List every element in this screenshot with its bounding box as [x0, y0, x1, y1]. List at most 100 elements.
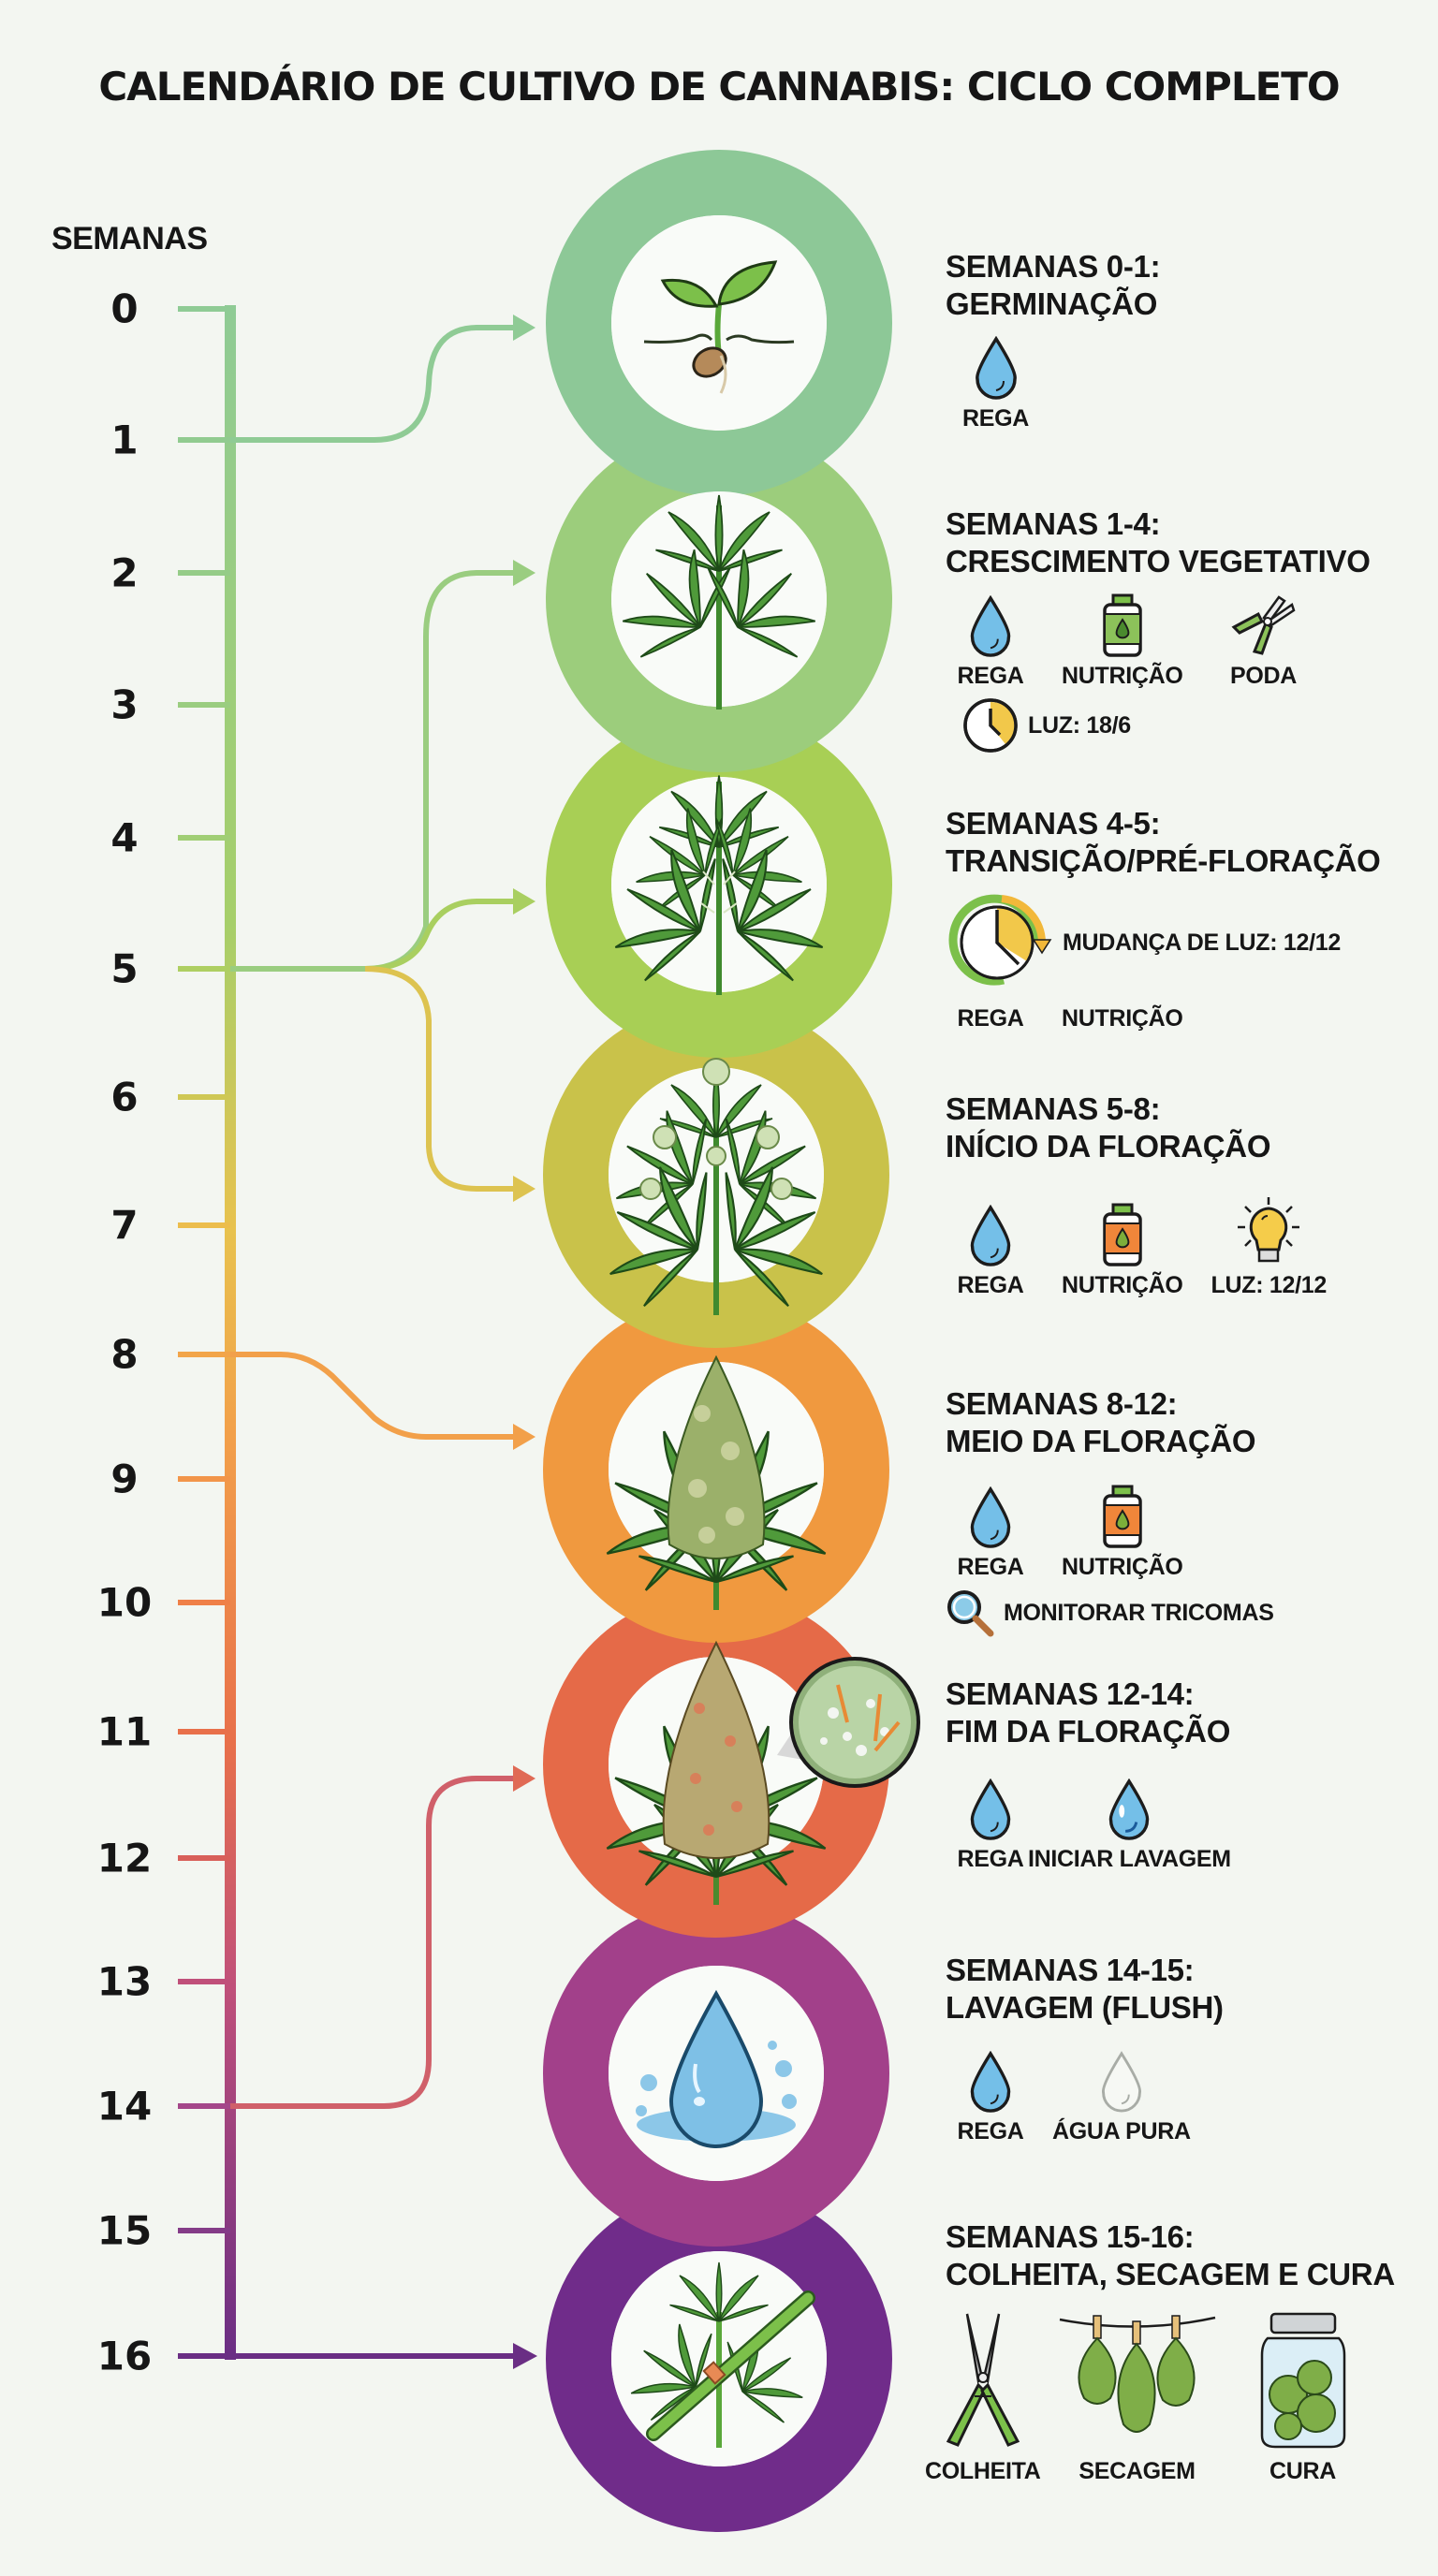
- ring-phase-1: [546, 150, 892, 496]
- phase-8-item-cura: CURA: [1258, 2312, 1348, 2485]
- phase-8-title: COLHEITA, SECAGEM E CURA: [946, 2257, 1395, 2291]
- phase-3-item-nutricao: NUTRIÇÃO: [1062, 1005, 1183, 1032]
- week-9: 9: [110, 1456, 139, 1502]
- phase-8-item-colheita: COLHEITA: [925, 2312, 1041, 2485]
- phase-3-item-rega: REGA: [957, 1005, 1024, 1032]
- nutrient-bottle-icon: [1102, 1203, 1143, 1266]
- week-13: 13: [96, 1958, 153, 2005]
- weeks-axis-label: SEMANAS: [51, 221, 208, 256]
- water-splash-icon: [636, 1989, 797, 2148]
- week-7: 7: [110, 1202, 139, 1249]
- phase-connectors: [230, 315, 537, 2369]
- phase-2: SEMANAS 1-4: CRESCIMENTO VEGETATIVO REGA…: [946, 505, 1371, 754]
- week-1: 1: [110, 417, 139, 463]
- phase-3-title: TRANSIÇÃO/PRÉ-FLORAÇÃO: [946, 843, 1381, 878]
- phase-8-item-secagem: SECAGEM: [1058, 2312, 1217, 2485]
- mid-flowering-plant-icon: [578, 1354, 855, 1610]
- phase-1-item-rega: REGA: [962, 336, 1029, 432]
- water-drop-icon: [968, 1205, 1013, 1266]
- light-cycle-change-icon: [946, 891, 1053, 994]
- water-drop-icon: [1107, 1778, 1152, 1840]
- phase-7-item-agua-pura: ÁGUA PURA: [1052, 2051, 1191, 2145]
- phase-2-item-nutricao: NUTRIÇÃO: [1062, 593, 1183, 690]
- phase-4-range: SEMANAS 5-8:: [946, 1091, 1161, 1126]
- phase-1-title: GERMINAÇÃO: [946, 286, 1158, 321]
- water-drop-icon: [968, 595, 1013, 657]
- phase-4-item-nutricao: NUTRIÇÃO: [1062, 1203, 1183, 1299]
- phase-6-item-rega: REGA: [957, 1778, 1024, 1873]
- phase-7-range: SEMANAS 14-15:: [946, 1953, 1195, 1987]
- connector-phase-6: [230, 1776, 513, 2109]
- page-title: CALENDÁRIO DE CULTIVO DE CANNABIS: CICLO…: [98, 64, 1340, 110]
- young-cannabis-plant-icon: [601, 494, 837, 710]
- week-11: 11: [96, 1708, 153, 1755]
- week-4: 4: [110, 814, 139, 861]
- phase-7-title: LAVAGEM (FLUSH): [946, 1990, 1224, 2025]
- phase-5-item-nutricao: NUTRIÇÃO: [1062, 1485, 1183, 1581]
- phase-7-item-rega: REGA: [957, 2051, 1024, 2145]
- phase-5-item-rega: REGA: [957, 1486, 1024, 1581]
- phase-6-range: SEMANAS 12-14:: [946, 1676, 1195, 1711]
- phase-3-range: SEMANAS 4-5:: [946, 806, 1161, 841]
- curing-jar-icon: [1258, 2312, 1348, 2452]
- phase-2-title: CRESCIMENTO VEGETATIVO: [946, 544, 1371, 578]
- week-10: 10: [96, 1579, 153, 1626]
- connector-phase-2: [230, 570, 513, 972]
- water-drop-icon: [974, 336, 1019, 400]
- clock-icon: [962, 697, 1019, 754]
- late-flowering-plant-icon: [578, 1640, 855, 1905]
- phase-6-title: FIM DA FLORAÇÃO: [946, 1714, 1231, 1749]
- phase-4-title: INÍCIO DA FLORAÇÃO: [946, 1129, 1271, 1164]
- nutrient-bottle-icon: [1102, 593, 1143, 657]
- phase-7: SEMANAS 14-15: LAVAGEM (FLUSH) REGA ÁGUA…: [946, 1952, 1224, 2145]
- phase-5: SEMANAS 8-12: MEIO DA FLORAÇÃO REGA NUTR…: [946, 1385, 1274, 1637]
- phase-6: SEMANAS 12-14: FIM DA FLORAÇÃO REGA INIC…: [946, 1676, 1231, 1873]
- week-6: 6: [110, 1074, 139, 1120]
- connector-phase-3: [364, 899, 513, 972]
- light-bulb-icon: [1236, 1195, 1301, 1266]
- phase-5-range: SEMANAS 8-12:: [946, 1386, 1178, 1421]
- preflower-plant-icon: [591, 774, 847, 995]
- week-16: 16: [96, 2333, 153, 2379]
- timeline-bar: [225, 305, 236, 2360]
- phase-4: SEMANAS 5-8: INÍCIO DA FLORAÇÃO REGA NUT…: [946, 1090, 1327, 1299]
- week-3: 3: [110, 681, 139, 728]
- phase-8: SEMANAS 15-16: COLHEITA, SECAGEM E CURA …: [925, 2218, 1395, 2485]
- phase-2-item-poda: PODA: [1230, 593, 1298, 690]
- week-5: 5: [110, 945, 139, 992]
- phase-6-item-iniciar-lavagem: INICIAR LAVAGEM: [1028, 1778, 1231, 1873]
- phase-2-item-rega: REGA: [957, 595, 1024, 690]
- seedling-icon: [643, 260, 795, 394]
- phase-3: SEMANAS 4-5: TRANSIÇÃO/PRÉ-FLORAÇÃO MUDA…: [946, 805, 1381, 1032]
- cut-branch-icon: [612, 2261, 820, 2448]
- water-drop-icon: [968, 2051, 1013, 2113]
- pruning-shears-icon: [1230, 593, 1298, 657]
- connector-phase-5: [230, 1352, 513, 1440]
- phase-2-range: SEMANAS 1-4:: [946, 506, 1161, 541]
- nutrient-bottle-icon: [1102, 1485, 1143, 1548]
- week-12: 12: [96, 1835, 153, 1881]
- trichome-closeup-icon: [777, 1657, 920, 1788]
- week-0: 0: [110, 285, 139, 332]
- phase-2-light: LUZ: 18/6: [962, 697, 1371, 754]
- early-flowering-plant-icon: [585, 1058, 847, 1318]
- clear-drop-icon: [1099, 2051, 1144, 2113]
- phase-1: SEMANAS 0-1: GERMINAÇÃO REGA: [946, 248, 1161, 432]
- drying-buds-icon: [1058, 2312, 1217, 2452]
- magnifier-icon: [946, 1588, 994, 1637]
- connector-phase-4: [364, 966, 513, 1192]
- harvest-shears-icon: [941, 2312, 1025, 2452]
- week-ticks: [178, 306, 236, 2359]
- week-2: 2: [110, 549, 139, 596]
- phase-8-range: SEMANAS 15-16:: [946, 2219, 1195, 2254]
- phase-5-monitor: MONITORAR TRICOMAS: [946, 1588, 1274, 1637]
- water-drop-icon: [968, 1778, 1013, 1840]
- week-8: 8: [110, 1331, 139, 1378]
- water-drop-icon: [968, 1486, 1013, 1548]
- connector-phase-1: [230, 325, 513, 443]
- phase-1-range: SEMANAS 0-1:: [946, 249, 1161, 284]
- phase-5-title: MEIO DA FLORAÇÃO: [946, 1424, 1256, 1458]
- phase-4-item-rega: REGA: [957, 1205, 1024, 1299]
- phase-4-item-luz: LUZ: 12/12: [1211, 1195, 1327, 1299]
